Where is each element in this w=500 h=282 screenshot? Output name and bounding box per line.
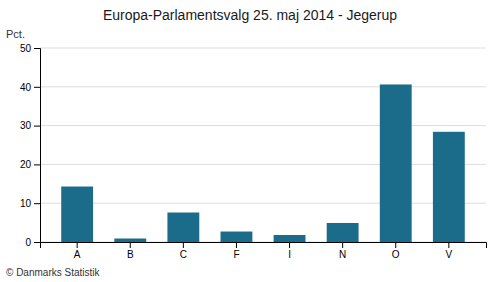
x-tick-label: O (392, 249, 400, 260)
x-tick-label: B (127, 249, 134, 260)
x-tick: N (339, 242, 346, 260)
y-tick-mark (34, 203, 40, 204)
x-tick-mark (395, 242, 396, 248)
title: Europa-Parlamentsvalg 25. maj 2014 - Jeg… (103, 7, 397, 23)
bar (114, 239, 146, 242)
y-tick: 30 (20, 120, 40, 131)
y-tick-label: 0 (25, 237, 31, 248)
x-tick: V (445, 242, 452, 260)
y-tick-mark (34, 126, 40, 127)
y-tick-label: 30 (20, 120, 32, 131)
bar (274, 235, 306, 242)
bar (380, 84, 412, 242)
bars (61, 84, 465, 242)
x-tick-mark (342, 242, 343, 248)
footer: © Danmarks Statistik (6, 267, 101, 278)
grid-line (40, 48, 486, 49)
grid-line (40, 86, 486, 87)
x-tick-label: F (233, 249, 239, 260)
x-tick-mark (183, 242, 184, 248)
y-tick-mark (34, 242, 40, 243)
y-tick: 0 (25, 237, 40, 248)
y-tick: 20 (20, 159, 40, 170)
x-tick-mark (130, 242, 131, 248)
x-tick: A (74, 242, 81, 260)
x-tick-mark (236, 242, 237, 248)
x-tick: I (288, 242, 291, 260)
bar (167, 213, 199, 242)
y-axis-line (34, 49, 41, 243)
grid-line (40, 125, 486, 126)
x-axis-line (41, 243, 487, 249)
y-tick-mark (34, 87, 40, 88)
x-tick-mark (77, 242, 78, 248)
x-tick-label: V (445, 249, 452, 260)
y-axis: 0 10 20 30 40 50 (20, 43, 41, 248)
y-tick-label: 20 (20, 159, 32, 170)
x-tick: B (127, 242, 134, 260)
x-tick-label: N (339, 249, 346, 260)
grid-line (40, 203, 486, 204)
x-tick-label: A (74, 249, 81, 260)
chart: Europa-Parlamentsvalg 25. maj 2014 - Jeg… (0, 0, 500, 282)
x-tick: C (180, 242, 187, 260)
bar (433, 132, 465, 242)
bar (221, 232, 253, 242)
y-tick-label: 40 (20, 82, 32, 93)
y-tick: 50 (20, 43, 40, 54)
grid (40, 48, 486, 242)
x-tick-label: I (288, 249, 291, 260)
x-axis: ABCFINOV (41, 242, 487, 260)
bar (61, 187, 93, 242)
y-tick-mark (34, 48, 40, 49)
x-tick-label: C (180, 249, 187, 260)
y-tick-mark (34, 164, 40, 165)
y-tick-label: 10 (20, 198, 32, 209)
y-tick: 40 (20, 82, 40, 93)
grid-line (40, 164, 486, 165)
x-tick: F (233, 242, 239, 260)
y-tick: 10 (20, 198, 40, 209)
x-tick-mark (289, 242, 290, 248)
y-tick-label: 50 (20, 43, 32, 54)
x-tick-mark (448, 242, 449, 248)
x-tick: O (392, 242, 400, 260)
plot: 0 10 20 30 40 50 A B C F I N O V Pct. (6, 28, 487, 260)
bar (327, 223, 359, 242)
y-label: Pct. (6, 28, 25, 40)
